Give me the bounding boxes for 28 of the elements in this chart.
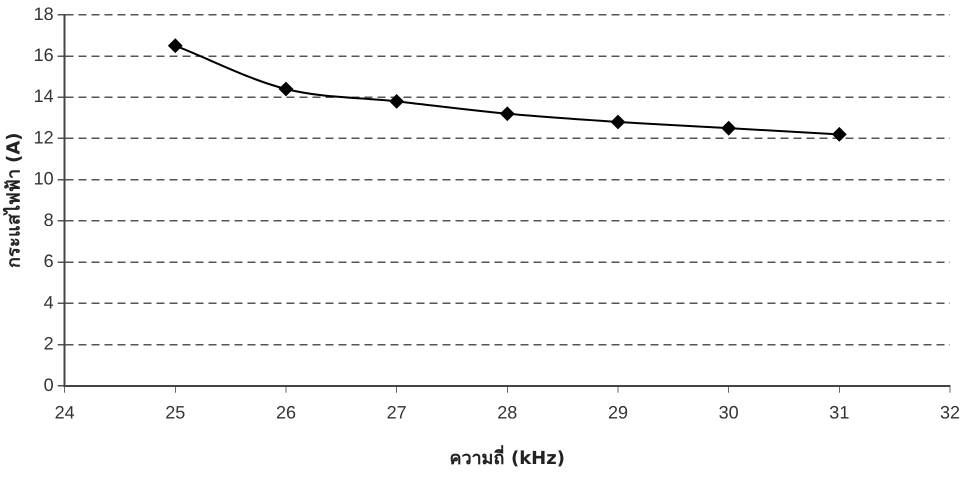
point [722,121,736,136]
y-tick-label: 16 [34,44,54,65]
y-tick-label: 8 [44,210,54,230]
x-tick-label: 30 [718,402,739,423]
y-tick-label: 2 [44,334,54,354]
point [832,127,846,142]
y-tick-label: 4 [44,292,54,312]
x-tick-label: 25 [165,402,186,423]
x-tick-label: 24 [54,402,75,423]
y-tick-label: 0 [44,374,54,395]
point [500,106,514,121]
x-tick-label: 31 [829,402,850,423]
y-tick-label: 6 [44,251,54,272]
point [278,82,293,96]
y-tick-label: 18 [34,4,54,24]
x-tick-label: 32 [940,402,960,423]
point [610,114,625,129]
y-tick-label: 12 [34,127,54,148]
x-tick-label: 28 [497,402,518,423]
y-axis-title: กระแสไฟฟ้า (A) [2,132,24,268]
y-tick-label: 10 [34,168,54,189]
x-tick-label: 26 [276,402,296,423]
point [390,94,404,108]
y-tick-label: 14 [34,86,54,106]
x-tick-label: 27 [386,402,407,423]
x-axis-title: ความถี่ (kHz) [450,444,565,469]
point [168,38,182,53]
x-tick-label: 29 [608,402,628,423]
